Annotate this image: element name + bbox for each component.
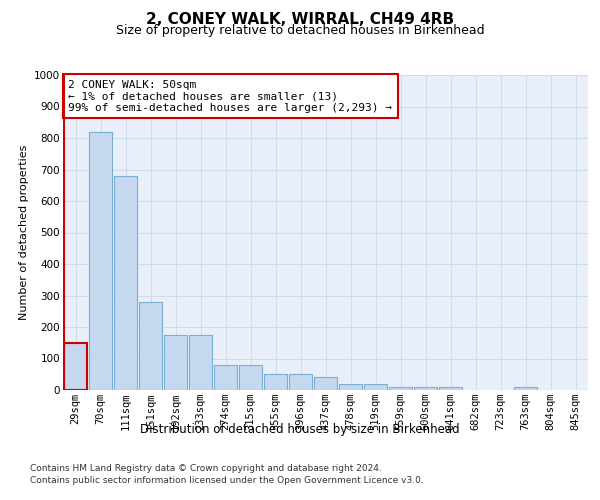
Bar	[139, 302, 162, 390]
Bar	[164, 335, 187, 390]
Bar	[514, 387, 537, 390]
Bar	[314, 378, 337, 390]
Bar	[439, 387, 462, 390]
Bar	[389, 387, 412, 390]
Bar	[239, 365, 262, 390]
Bar	[339, 384, 362, 390]
Text: 2 CONEY WALK: 50sqm
← 1% of detached houses are smaller (13)
99% of semi-detache: 2 CONEY WALK: 50sqm ← 1% of detached hou…	[68, 80, 392, 113]
Text: Contains public sector information licensed under the Open Government Licence v3: Contains public sector information licen…	[30, 476, 424, 485]
Text: 2, CONEY WALK, WIRRAL, CH49 4RB: 2, CONEY WALK, WIRRAL, CH49 4RB	[146, 12, 454, 28]
Bar	[264, 374, 287, 390]
Bar	[64, 343, 87, 390]
Bar	[89, 132, 112, 390]
Text: Size of property relative to detached houses in Birkenhead: Size of property relative to detached ho…	[116, 24, 484, 37]
Bar	[414, 387, 437, 390]
Text: Contains HM Land Registry data © Crown copyright and database right 2024.: Contains HM Land Registry data © Crown c…	[30, 464, 382, 473]
Bar	[114, 176, 137, 390]
Bar	[189, 335, 212, 390]
Y-axis label: Number of detached properties: Number of detached properties	[19, 145, 29, 320]
Bar	[364, 384, 387, 390]
Bar	[289, 374, 312, 390]
Text: Distribution of detached houses by size in Birkenhead: Distribution of detached houses by size …	[140, 422, 460, 436]
Bar	[214, 365, 237, 390]
